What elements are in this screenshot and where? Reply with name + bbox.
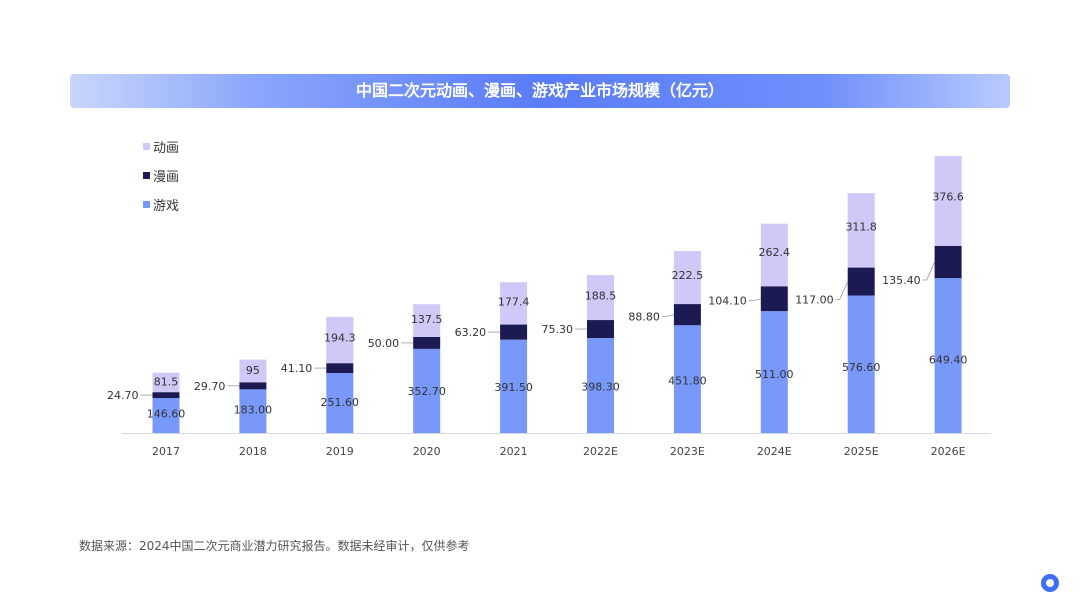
- bar-comics: [326, 363, 354, 373]
- data-label-games: 391.50: [494, 381, 533, 394]
- data-label-games: 649.40: [929, 353, 968, 366]
- data-label-comics: 63.20: [455, 326, 487, 339]
- leader-line: [922, 261, 935, 281]
- bar-animation: [847, 193, 875, 268]
- legend-label: 动画: [153, 141, 180, 156]
- bar-games: [847, 295, 875, 433]
- chart-title: 中国二次元动画、漫画、游戏产业市场规模（亿元）: [355, 81, 724, 100]
- data-label-games: 451.80: [668, 375, 707, 388]
- data-label-comics: 75.30: [542, 323, 574, 336]
- x-tick-label: 2025E: [844, 445, 879, 458]
- title-bar: 中国二次元动画、漫画、游戏产业市场规模（亿元）: [70, 74, 1010, 108]
- bar-animation: [152, 372, 180, 393]
- bar-animation: [239, 359, 267, 383]
- legend-swatch: [143, 172, 150, 179]
- bar-comics: [152, 392, 180, 399]
- data-label-animation: 95: [246, 364, 260, 377]
- legend-label: 游戏: [153, 199, 180, 214]
- legend-label: 漫画: [153, 170, 180, 185]
- data-label-games: 576.60: [842, 361, 881, 374]
- x-tick-label: 2026E: [931, 445, 966, 458]
- legend-swatch: [143, 201, 150, 208]
- legend-item-animation: 动画: [143, 132, 179, 161]
- bar-comics: [500, 324, 528, 340]
- data-label-games: 511.00: [755, 368, 794, 381]
- bar-comics: [673, 304, 701, 326]
- bar-comics: [760, 286, 788, 312]
- data-label-comics: 29.70: [194, 380, 226, 393]
- bar-comics: [413, 336, 441, 349]
- bar-animation: [587, 275, 614, 321]
- source-note: 数据来源：2024中国二次元商业潜力研究报告。数据未经审计，仅供参考: [79, 539, 470, 553]
- data-label-animation: 194.3: [324, 332, 356, 345]
- bar-games: [934, 278, 962, 433]
- x-tick-label: 2018: [239, 445, 267, 458]
- bar-comics: [587, 320, 614, 339]
- data-label-comics: 50.00: [368, 337, 400, 350]
- data-label-games: 183.00: [234, 403, 273, 416]
- data-label-comics: 41.10: [281, 362, 313, 375]
- leader-line: [748, 298, 761, 302]
- legend-item-games: 游戏: [143, 190, 179, 219]
- data-label-animation: 262.4: [759, 246, 791, 259]
- data-label-games: 352.70: [407, 385, 446, 398]
- data-label-games: 398.30: [581, 380, 620, 393]
- data-label-comics: 104.10: [708, 295, 747, 308]
- legend-swatch: [143, 143, 150, 150]
- bar-games: [673, 325, 701, 433]
- data-label-comics: 24.70: [107, 389, 139, 402]
- bar-games: [413, 348, 441, 433]
- x-tick-label: 2022E: [583, 445, 618, 458]
- bar-comics: [934, 245, 962, 279]
- data-label-animation: 177.4: [498, 295, 530, 308]
- bar-animation: [760, 223, 788, 287]
- bar-games: [239, 389, 267, 433]
- bar-comics: [239, 382, 267, 390]
- bar-animation: [673, 250, 701, 305]
- bar-animation: [934, 156, 962, 246]
- bar-animation: [500, 282, 528, 325]
- x-tick-label: 2024E: [757, 445, 792, 458]
- bar-games: [152, 398, 180, 433]
- x-tick-label: 2021: [500, 445, 528, 458]
- bar-animation: [413, 304, 441, 337]
- leader-line: [661, 314, 674, 318]
- bar-games: [760, 311, 788, 433]
- data-label-comics: 88.80: [628, 311, 660, 324]
- data-label-games: 251.60: [321, 396, 360, 409]
- legend-item-comics: 漫画: [143, 161, 179, 190]
- data-label-animation: 188.5: [585, 289, 617, 302]
- bar-games: [587, 338, 614, 433]
- data-label-animation: 311.8: [845, 221, 877, 234]
- legend: 动画 漫画 游戏: [143, 132, 179, 219]
- bar-animation: [326, 316, 354, 364]
- x-tick-label: 2017: [152, 445, 180, 458]
- bar-comics: [847, 267, 875, 296]
- data-label-comics: 135.40: [882, 274, 921, 287]
- x-tick-label: 2019: [326, 445, 354, 458]
- x-tick-label: 2023E: [670, 445, 705, 458]
- bar-games: [500, 339, 528, 433]
- data-label-animation: 137.5: [411, 313, 443, 326]
- leader-line: [835, 281, 849, 300]
- x-tick-label: 2020: [413, 445, 441, 458]
- data-label-comics: 117.00: [795, 294, 834, 307]
- data-label-animation: 376.6: [932, 190, 964, 203]
- data-label-games: 146.60: [147, 407, 186, 420]
- data-label-animation: 81.5: [154, 375, 179, 388]
- logo-icon: [1041, 574, 1059, 592]
- data-label-animation: 222.5: [672, 269, 704, 282]
- bar-games: [326, 372, 354, 433]
